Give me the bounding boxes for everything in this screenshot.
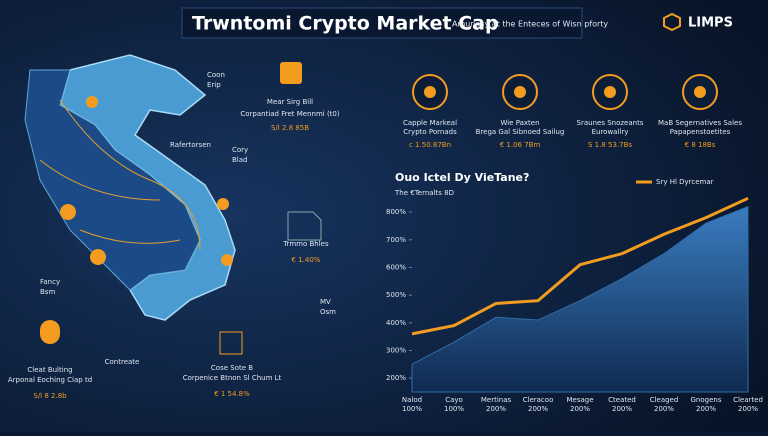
- y-tick-label: 500%: [386, 291, 406, 299]
- feature-icon-core: [694, 86, 706, 98]
- map-label: Arponal Eoching Ciap td: [8, 376, 92, 384]
- x-tick-label: Clearted: [733, 396, 763, 404]
- feature-desc: Brega Gal Sibnoed Sailug: [476, 128, 565, 136]
- map-dot: [221, 254, 233, 266]
- feature-name: Wie Paxten: [500, 119, 539, 127]
- y-tick-label: 300%: [386, 346, 406, 354]
- map-label: Cose Sote B: [211, 364, 253, 372]
- x-tick-label: Mesage: [566, 396, 593, 404]
- title: Trwntomi Crypto Market Cap: [192, 13, 499, 35]
- feature-name: Capple Markeal: [403, 119, 457, 127]
- feature-icon-core: [604, 86, 616, 98]
- map-label: Cleat Bulting: [27, 366, 72, 374]
- legend-label: Sry Hl Dyrcemar: [656, 178, 714, 186]
- x-tick-note: 200%: [738, 405, 758, 413]
- map-label: Fancy: [40, 278, 60, 286]
- chart-subtitle: The €Ternalts 8D: [394, 189, 454, 197]
- map-dot: [60, 204, 76, 220]
- map-label: Corpenice Btnon Sl Chum Lt: [183, 374, 282, 382]
- feature-desc: Crypto Pornads: [403, 128, 457, 136]
- logo: LIMPS: [688, 16, 733, 31]
- map-label: Contreate: [105, 358, 140, 366]
- x-tick-label: Cteated: [608, 396, 636, 404]
- map-dot: [217, 198, 229, 210]
- feature-value: S 1.8 53.7Bs: [588, 141, 632, 149]
- feature-icon-core: [424, 86, 436, 98]
- map-label: Coon: [207, 71, 225, 79]
- line: [411, 196, 749, 336]
- subtitle: Amunasy at the Enteces of Wisn pforty: [452, 20, 608, 29]
- y-tick-label: 200%: [386, 374, 406, 382]
- map-value: € 1.40%: [292, 256, 321, 264]
- x-tick-note: 200%: [528, 405, 548, 413]
- map-routes: [39, 99, 201, 251]
- x-tick-label: Cleracoo: [523, 396, 554, 404]
- x-tick-note: 100%: [402, 405, 422, 413]
- feature-desc: Eurowallry: [592, 128, 629, 136]
- y-tick-label: 600%: [386, 263, 406, 271]
- x-tick-label: Gnogens: [691, 396, 722, 404]
- y-tick-label: 800%: [386, 208, 406, 216]
- map-label: Cory: [232, 146, 248, 154]
- map-label: Rafertorsen: [170, 141, 211, 149]
- map-label: Bsm: [40, 288, 55, 296]
- x-tick-note: 200%: [612, 405, 632, 413]
- feature-value: c 1.50.87Bn: [409, 141, 451, 149]
- map-icon: [287, 211, 322, 241]
- y-tick-label: 700%: [386, 236, 406, 244]
- map-label: Blad: [232, 156, 247, 164]
- area: [411, 205, 749, 393]
- map-value: € 1 54.8%: [214, 390, 250, 398]
- map-icon: [219, 331, 243, 355]
- feature-value: € 1.06 7Bm: [500, 141, 541, 149]
- chart-title: Ouo Ictel Dy VieTane?: [395, 171, 529, 184]
- map-label: MV: [320, 298, 331, 306]
- map: [24, 54, 236, 321]
- map-icon: [40, 320, 60, 344]
- feature-icon-core: [514, 86, 526, 98]
- map-label: Erip: [207, 81, 221, 89]
- x-tick-label: Nalod: [402, 396, 422, 404]
- x-tick-note: 200%: [654, 405, 674, 413]
- map-label: Trmmo Bhles: [282, 240, 329, 248]
- x-tick-label: Mertinas: [481, 396, 512, 404]
- y-tick-label: 400%: [386, 319, 406, 327]
- map-value: S/l 8 2.8b: [33, 392, 67, 400]
- x-tick-note: 200%: [696, 405, 716, 413]
- x-tick-note: 200%: [570, 405, 590, 413]
- x-tick-label: Cleaged: [650, 396, 679, 404]
- map-label: Mear Sirg Bill: [267, 98, 313, 106]
- map-region: [24, 69, 201, 291]
- map-dot: [90, 249, 106, 265]
- map-value: S/l 2.8 85B: [271, 124, 309, 132]
- map-label: Osm: [320, 308, 336, 316]
- logo-icon: [663, 12, 681, 32]
- map-dot: [86, 96, 98, 108]
- feature-name: Sraunes Snozeants: [577, 119, 644, 127]
- x-tick-label: Cayo: [445, 396, 463, 404]
- x-tick-note: 200%: [486, 405, 506, 413]
- title-box: [181, 7, 583, 39]
- feature-value: € 8 18Bs: [685, 141, 716, 149]
- map-label: Corpantiad Fret Mennmi (t0): [240, 110, 340, 118]
- feature-name: MaB Segernatives Sales: [658, 119, 742, 127]
- x-tick-note: 100%: [444, 405, 464, 413]
- map-icon: [280, 62, 302, 84]
- feature-desc: Papapenstoetites: [670, 128, 731, 136]
